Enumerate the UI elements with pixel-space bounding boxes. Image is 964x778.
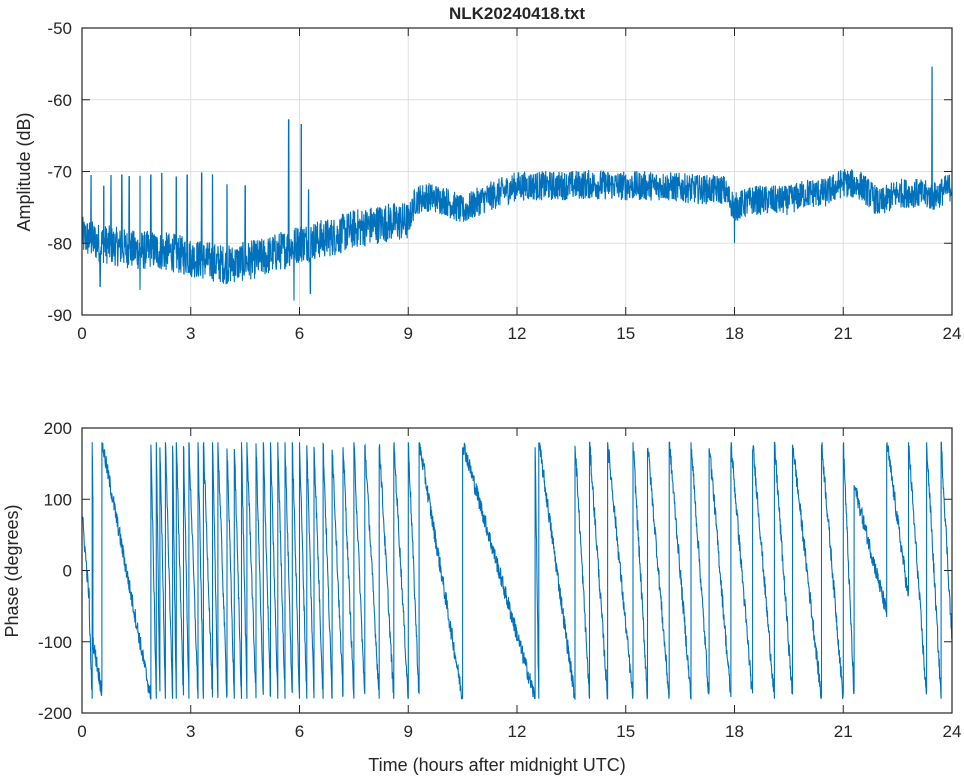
y-tick-label: -50 xyxy=(47,19,72,38)
x-tick-label: 0 xyxy=(77,324,86,343)
x-tick-label: 6 xyxy=(295,324,304,343)
phase-series xyxy=(82,441,952,701)
x-tick-label: 24 xyxy=(943,324,962,343)
x-tick-label: 9 xyxy=(404,324,413,343)
x-tick-label: 3 xyxy=(186,722,195,741)
x-tick-label: 6 xyxy=(295,722,304,741)
x-tick-label: 21 xyxy=(834,324,853,343)
y-tick-label: -60 xyxy=(47,91,72,110)
x-tick-label: 12 xyxy=(508,324,527,343)
y-tick-label: -200 xyxy=(38,704,72,723)
y-tick-label: 100 xyxy=(44,490,72,509)
y-tick-label: -70 xyxy=(47,163,72,182)
y-tick-label: -80 xyxy=(47,234,72,253)
amplitude-axes: 0 3 6 9 12 15 18 21 24 -90 -80 -70 -60 -50 xyxy=(47,19,961,343)
y-tick-label: 0 xyxy=(63,562,72,581)
x-tick-label: 15 xyxy=(616,722,635,741)
x-tick-label: 0 xyxy=(77,722,86,741)
x-tick-label: 21 xyxy=(834,722,853,741)
phase-ylabel: Phase (degrees) xyxy=(2,504,22,637)
time-xlabel: Time (hours after midnight UTC) xyxy=(368,755,625,775)
x-tick-label: 18 xyxy=(725,324,744,343)
x-tick-label: 12 xyxy=(508,722,527,741)
chart-title: NLK20240418.txt xyxy=(449,4,585,23)
y-tick-label: -90 xyxy=(47,306,72,325)
x-tick-label: 18 xyxy=(725,722,744,741)
phase-axes: 0 3 6 9 12 15 18 21 24 -200 -100 0 100 200 xyxy=(38,419,961,741)
amplitude-ylabel: Amplitude (dB) xyxy=(14,112,34,231)
amplitude-series xyxy=(82,66,952,301)
y-tick-label: 200 xyxy=(44,419,72,438)
y-tick-label: -100 xyxy=(38,633,72,652)
x-tick-label: 9 xyxy=(404,722,413,741)
x-tick-label: 15 xyxy=(616,324,635,343)
x-tick-label: 24 xyxy=(943,722,962,741)
x-tick-label: 3 xyxy=(186,324,195,343)
